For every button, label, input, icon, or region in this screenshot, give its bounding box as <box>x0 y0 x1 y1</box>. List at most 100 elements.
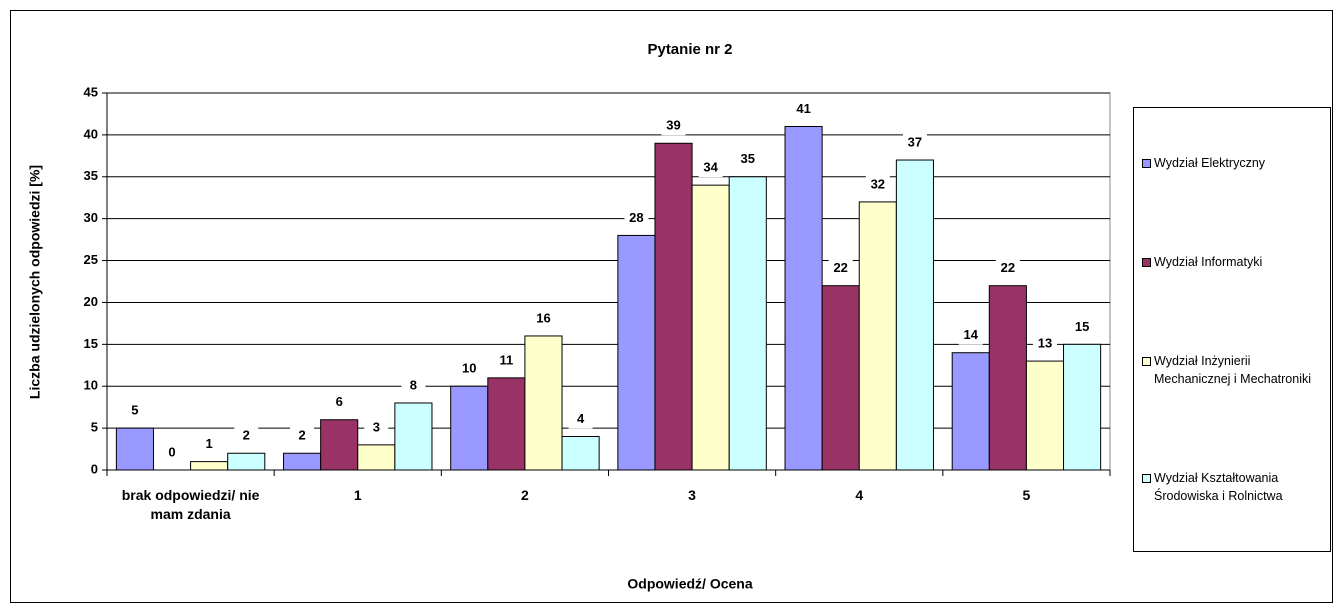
data-label: 15 <box>1075 319 1089 334</box>
data-label-bg <box>364 418 389 437</box>
data-label: 41 <box>796 101 810 116</box>
data-label: 0 <box>168 444 175 459</box>
bar <box>988 285 1027 471</box>
legend-swatch <box>1142 258 1151 268</box>
legend-label: Wydział Informatyki <box>1154 255 1263 270</box>
bar <box>357 444 396 471</box>
bar <box>654 142 693 471</box>
data-label: 1 <box>206 436 213 451</box>
bar <box>320 419 359 471</box>
data-label-bg <box>234 427 259 446</box>
legend-label: Wydział Kształtowania Środowiska i Rolni… <box>1154 470 1283 503</box>
bar <box>858 201 897 471</box>
data-label: 3 <box>373 419 380 434</box>
data-label: 14 <box>964 327 979 342</box>
y-axis-title: Liczba udzielonych odpowiedzi [%] <box>27 165 43 399</box>
x-axis-title: Odpowiedź/ Ocena <box>627 576 752 592</box>
data-label: 28 <box>629 210 643 225</box>
legend-label: Wydział Inżynierii Mechanicznej i Mechat… <box>1154 353 1312 386</box>
y-tick-label: 30 <box>84 210 98 225</box>
y-tick-label: 40 <box>84 126 98 141</box>
data-label-bg <box>735 150 760 169</box>
y-tick-label: 0 <box>91 461 98 476</box>
data-label-bg <box>661 117 686 136</box>
data-label-bg <box>624 209 649 228</box>
bar <box>728 176 767 471</box>
data-label: 6 <box>336 394 343 409</box>
bar <box>394 402 433 471</box>
data-label-bg <box>494 351 519 370</box>
data-label: 22 <box>833 260 847 275</box>
bar <box>951 352 990 471</box>
bar <box>487 377 526 471</box>
bar <box>1063 343 1102 471</box>
y-tick-label: 10 <box>84 378 98 393</box>
legend-item: Wydział Inżynierii Mechanicznej i Mechat… <box>1142 352 1324 388</box>
x-tick-label: 3 <box>688 487 696 503</box>
legend-item: Wydział Elektryczny <box>1142 154 1324 172</box>
data-label-bg <box>160 444 185 462</box>
x-tick-label: 2 <box>521 487 529 503</box>
data-label: 16 <box>536 310 550 325</box>
bar <box>561 435 600 471</box>
x-tick-label: 5 <box>1022 487 1031 503</box>
x-tick-label: 1 <box>353 487 362 503</box>
data-label: 39 <box>666 118 680 133</box>
data-label: 22 <box>1001 260 1015 275</box>
data-label-bg <box>865 175 890 194</box>
legend-swatch <box>1142 473 1151 483</box>
data-label: 34 <box>703 160 718 175</box>
data-label: 2 <box>243 428 250 443</box>
data-label: 4 <box>577 411 585 426</box>
data-label-bg <box>327 393 352 412</box>
legend: Wydział Elektryczny Wydział Informatyki Wy… <box>1133 107 1331 552</box>
data-label-bg <box>122 402 147 421</box>
data-label: 2 <box>298 428 305 443</box>
data-label-bg <box>197 435 222 454</box>
data-label-bg <box>1032 335 1057 354</box>
data-label-bg <box>457 360 482 379</box>
bar <box>821 285 860 471</box>
data-label-bg <box>958 326 983 345</box>
bar <box>784 126 823 471</box>
legend-label: Wydział Elektryczny <box>1154 156 1266 171</box>
x-tick-label: brak odpowiedzi/ nie mam zdania <box>121 487 260 522</box>
data-label: 5 <box>131 403 138 418</box>
y-tick-label: 5 <box>91 420 98 435</box>
data-label-bg <box>698 159 723 178</box>
bar <box>115 427 154 471</box>
data-label-bg <box>531 309 556 328</box>
bar <box>524 335 563 471</box>
bar <box>283 452 322 471</box>
legend-item: Wydział Informatyki <box>1142 253 1324 271</box>
data-label-bg <box>995 259 1020 278</box>
data-label-bg <box>1070 318 1095 337</box>
legend-item: Wydział Kształtowania Środowiska i Rolni… <box>1142 469 1324 505</box>
bar <box>1025 360 1065 471</box>
bar <box>691 184 730 471</box>
y-tick-label: 15 <box>84 336 98 351</box>
bar <box>227 452 266 471</box>
x-tick-label: 4 <box>855 487 864 503</box>
y-tick-label: 20 <box>84 294 98 309</box>
data-label: 37 <box>908 134 922 149</box>
legend-swatch <box>1142 159 1151 169</box>
chart-title: Pytanie nr 2 <box>647 41 732 58</box>
y-tick-label: 25 <box>84 252 98 267</box>
data-label: 32 <box>871 176 885 191</box>
bar <box>190 461 229 471</box>
y-tick-label: 35 <box>84 168 98 183</box>
data-label: 8 <box>410 377 417 392</box>
y-tick-label: 45 <box>84 84 98 99</box>
data-label-bg <box>290 427 315 446</box>
data-label-bg <box>791 100 816 119</box>
data-label: 11 <box>499 352 513 367</box>
data-label: 13 <box>1038 336 1052 351</box>
legend-swatch <box>1142 356 1151 366</box>
data-label-bg <box>401 376 426 395</box>
bar <box>617 234 656 471</box>
bar <box>895 159 934 471</box>
data-label: 35 <box>741 151 755 166</box>
